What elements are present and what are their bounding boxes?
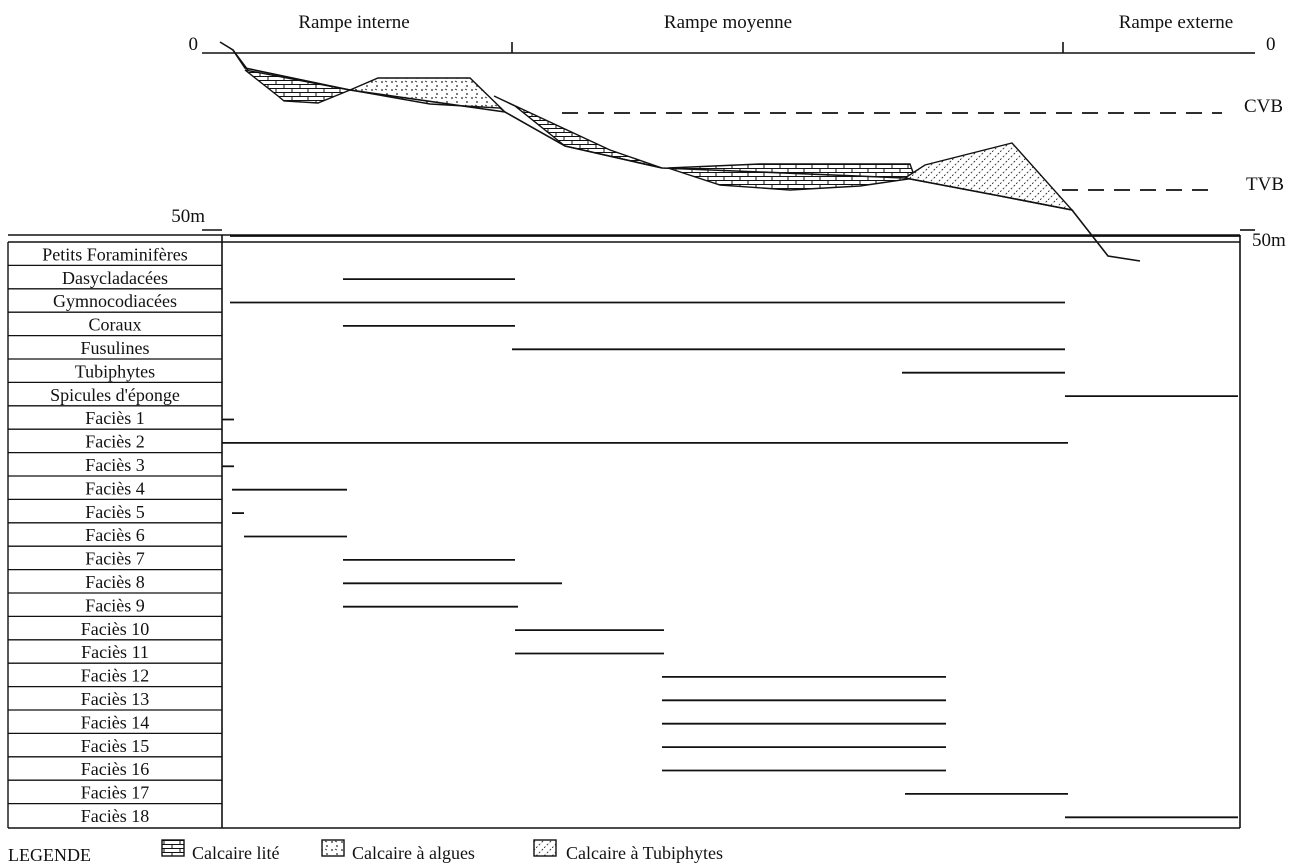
legend-item-2-label: Calcaire à algues xyxy=(352,843,475,863)
ramp-profile xyxy=(244,69,1074,212)
legend-item-1-label: Calcaire lité xyxy=(192,843,279,863)
tvb-label: TVB xyxy=(1246,174,1284,195)
legend-item-3-label: Calcaire à Tubiphytes xyxy=(566,843,723,863)
row-label: Faciès 1 xyxy=(85,408,144,428)
zone-label-interne: Rampe interne xyxy=(298,12,409,33)
row-label: Faciès 17 xyxy=(81,783,149,803)
row-labels: Petits Foraminifères Dasycladacées Gymnoco… xyxy=(42,244,187,826)
row-label: Petits Foraminifères xyxy=(42,244,187,264)
row-label: Faciès 16 xyxy=(81,759,149,779)
row-label: Dasycladacées xyxy=(62,268,168,288)
row-separators xyxy=(8,264,222,805)
row-label: Faciès 15 xyxy=(81,736,149,756)
row-label: Faciès 6 xyxy=(85,525,144,545)
brick-pattern-icon xyxy=(161,839,185,857)
dotted-pattern-icon xyxy=(321,839,345,857)
row-label: Faciès 8 xyxy=(85,572,144,592)
profile-edge xyxy=(232,49,249,71)
top-axis xyxy=(202,42,1255,231)
row-label: Spicules d'éponge xyxy=(50,385,180,405)
row-label: Faciès 9 xyxy=(85,595,144,615)
row-label: Faciès 4 xyxy=(85,478,144,498)
occurrence-table xyxy=(7,234,1241,829)
row-label: Faciès 12 xyxy=(81,666,149,686)
depth-left-bottom: 50m xyxy=(171,206,205,227)
legend: LEGENDE Calcaire lité Calcaire à algues … xyxy=(8,839,723,865)
cvb-label: CVB xyxy=(1244,96,1283,117)
row-label: Faciès 10 xyxy=(81,619,149,639)
row-label: Faciès 5 xyxy=(85,502,144,522)
depth-right-top: 0 xyxy=(1266,34,1276,55)
tubiphytes-body xyxy=(903,142,1074,212)
row-label: Faciès 11 xyxy=(81,642,149,662)
row-label: Faciès 13 xyxy=(81,689,149,709)
row-label: Faciès 2 xyxy=(85,432,144,452)
legend-title: LEGENDE xyxy=(8,845,91,865)
row-label: Faciès 7 xyxy=(85,549,144,569)
row-label: Faciès 3 xyxy=(85,455,144,475)
row-label: Faciès 14 xyxy=(81,712,149,732)
row-label: Fusulines xyxy=(80,338,149,358)
row-label: Faciès 18 xyxy=(81,806,149,826)
algae-body-inner xyxy=(347,77,506,113)
depth-left-top: 0 xyxy=(189,34,199,55)
depth-right-bottom: 50m xyxy=(1252,230,1286,251)
row-label: Tubiphytes xyxy=(75,361,155,381)
row-label: Coraux xyxy=(89,315,142,335)
row-label: Gymnocodiacées xyxy=(53,291,177,311)
range-bars xyxy=(222,235,1240,819)
ramp-profile-line xyxy=(219,41,1141,262)
brick-body-middle xyxy=(493,95,663,169)
zone-label-externe: Rampe externe xyxy=(1119,12,1233,33)
zone-label-moyenne: Rampe moyenne xyxy=(664,12,792,33)
hatched-pattern-icon xyxy=(533,839,557,857)
